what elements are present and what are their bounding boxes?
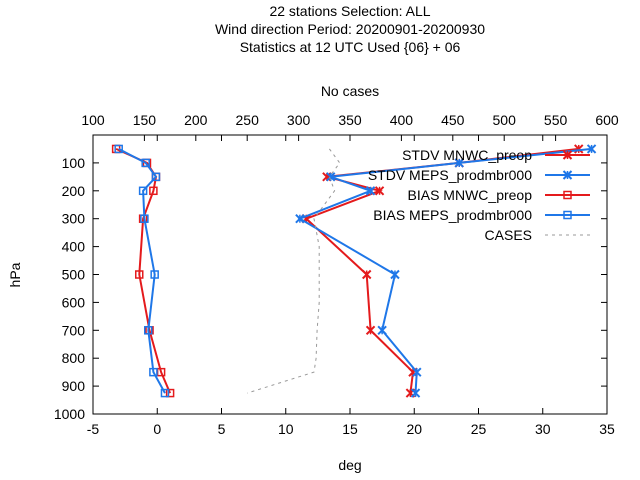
- series-layer: [111, 144, 597, 398]
- y-tick-label: 700: [62, 322, 86, 338]
- data-point: [574, 144, 584, 154]
- data-point: [149, 186, 158, 196]
- chart-title: 22 stations Selection: ALL Wind direction…: [215, 3, 485, 55]
- legend-label: STDV MNWC_preop: [402, 147, 532, 163]
- top-axis-ticks: 100 150 200 250 300 350 400 450 500 550 600: [81, 112, 619, 141]
- data-point: [114, 144, 123, 154]
- y-tick-label: 1000: [54, 406, 85, 422]
- series-line: [304, 147, 579, 394]
- x2-tick-label: 300: [287, 112, 311, 128]
- x-tick-label: 0: [153, 421, 161, 437]
- data-point: [149, 367, 158, 377]
- y-tick-label: 800: [62, 350, 86, 366]
- data-point: [365, 186, 376, 196]
- data-point: [141, 158, 150, 168]
- series-2: [111, 144, 175, 398]
- data-point: [138, 186, 148, 196]
- data-point: [390, 269, 400, 280]
- chart-title-line: 22 stations Selection: ALL: [269, 3, 430, 19]
- data-point: [160, 388, 170, 398]
- x2-tick-label: 400: [390, 112, 414, 128]
- data-point: [135, 270, 144, 279]
- legend-label: BIAS MNWC_preop: [408, 187, 533, 203]
- y-tick-label: 900: [62, 378, 86, 394]
- y-tick-label: 100: [62, 155, 86, 171]
- chart-title-line: Statistics at 12 UTC Used {06} + 06: [240, 39, 461, 55]
- left-axis-ticks: 100 200 300 400 500 600 700 800 900 1000: [54, 155, 607, 422]
- x2-tick-label: 150: [133, 112, 157, 128]
- data-point: [586, 144, 597, 154]
- y-tick-label: 400: [62, 239, 86, 255]
- series-line: [297, 147, 592, 394]
- x2-tick-label: 200: [184, 112, 208, 128]
- x2-tick-label: 600: [595, 112, 619, 128]
- series-line: [118, 148, 166, 394]
- y-tick-label: 600: [62, 294, 86, 310]
- data-point: [140, 214, 149, 223]
- data-point: [361, 269, 372, 280]
- data-point: [295, 213, 305, 224]
- data-point: [410, 388, 421, 398]
- y-tick-label: 300: [62, 211, 86, 227]
- series-3: [114, 144, 170, 398]
- legend-label: STDV MEPS_prodmbr000: [368, 167, 532, 183]
- x-tick-label: -5: [87, 421, 100, 437]
- y-tick-label: 200: [62, 183, 86, 199]
- x2-tick-label: 550: [544, 112, 568, 128]
- x-tick-label: 15: [342, 421, 358, 437]
- y-axis-label: hPa: [7, 262, 23, 287]
- x2-tick-label: 100: [81, 112, 105, 128]
- top-axis-label: No cases: [321, 83, 379, 99]
- x-axis-label: deg: [338, 457, 361, 473]
- chart-title-line: Wind direction Period: 20200901-20200930: [215, 21, 485, 37]
- legend-label: BIAS MEPS_prodmbr000: [373, 207, 532, 223]
- legend: STDV MNWC_preop STDV MEPS_prodmbr000 BIAS …: [368, 147, 590, 243]
- bottom-axis-ticks: -5 0 5 10 15 20 25 30 35: [87, 135, 615, 437]
- series-line: [247, 148, 341, 394]
- data-point: [374, 186, 385, 196]
- data-point: [412, 367, 422, 377]
- legend-marker: [562, 170, 573, 180]
- x-tick-label: 20: [406, 421, 422, 437]
- x2-tick-label: 450: [441, 112, 465, 128]
- legend-marker: [563, 190, 572, 200]
- y-tick-label: 500: [62, 267, 86, 283]
- data-point: [377, 325, 387, 336]
- legend-marker: [563, 210, 572, 220]
- series-1: [295, 144, 597, 398]
- series-4: [247, 148, 341, 394]
- data-point: [365, 325, 376, 336]
- x2-tick-label: 500: [493, 112, 517, 128]
- data-point: [454, 158, 464, 168]
- legend-label: CASES: [485, 227, 532, 243]
- legend-marker: [562, 150, 573, 160]
- x2-tick-label: 250: [236, 112, 260, 128]
- x-tick-label: 10: [278, 421, 294, 437]
- data-point: [150, 270, 159, 279]
- data-point: [151, 172, 161, 182]
- x2-tick-label: 350: [338, 112, 362, 128]
- x-tick-label: 25: [471, 421, 487, 437]
- x-tick-label: 30: [535, 421, 551, 437]
- data-point: [144, 326, 153, 335]
- x-tick-label: 35: [599, 421, 615, 437]
- x-tick-label: 5: [218, 421, 226, 437]
- data-point: [165, 388, 175, 398]
